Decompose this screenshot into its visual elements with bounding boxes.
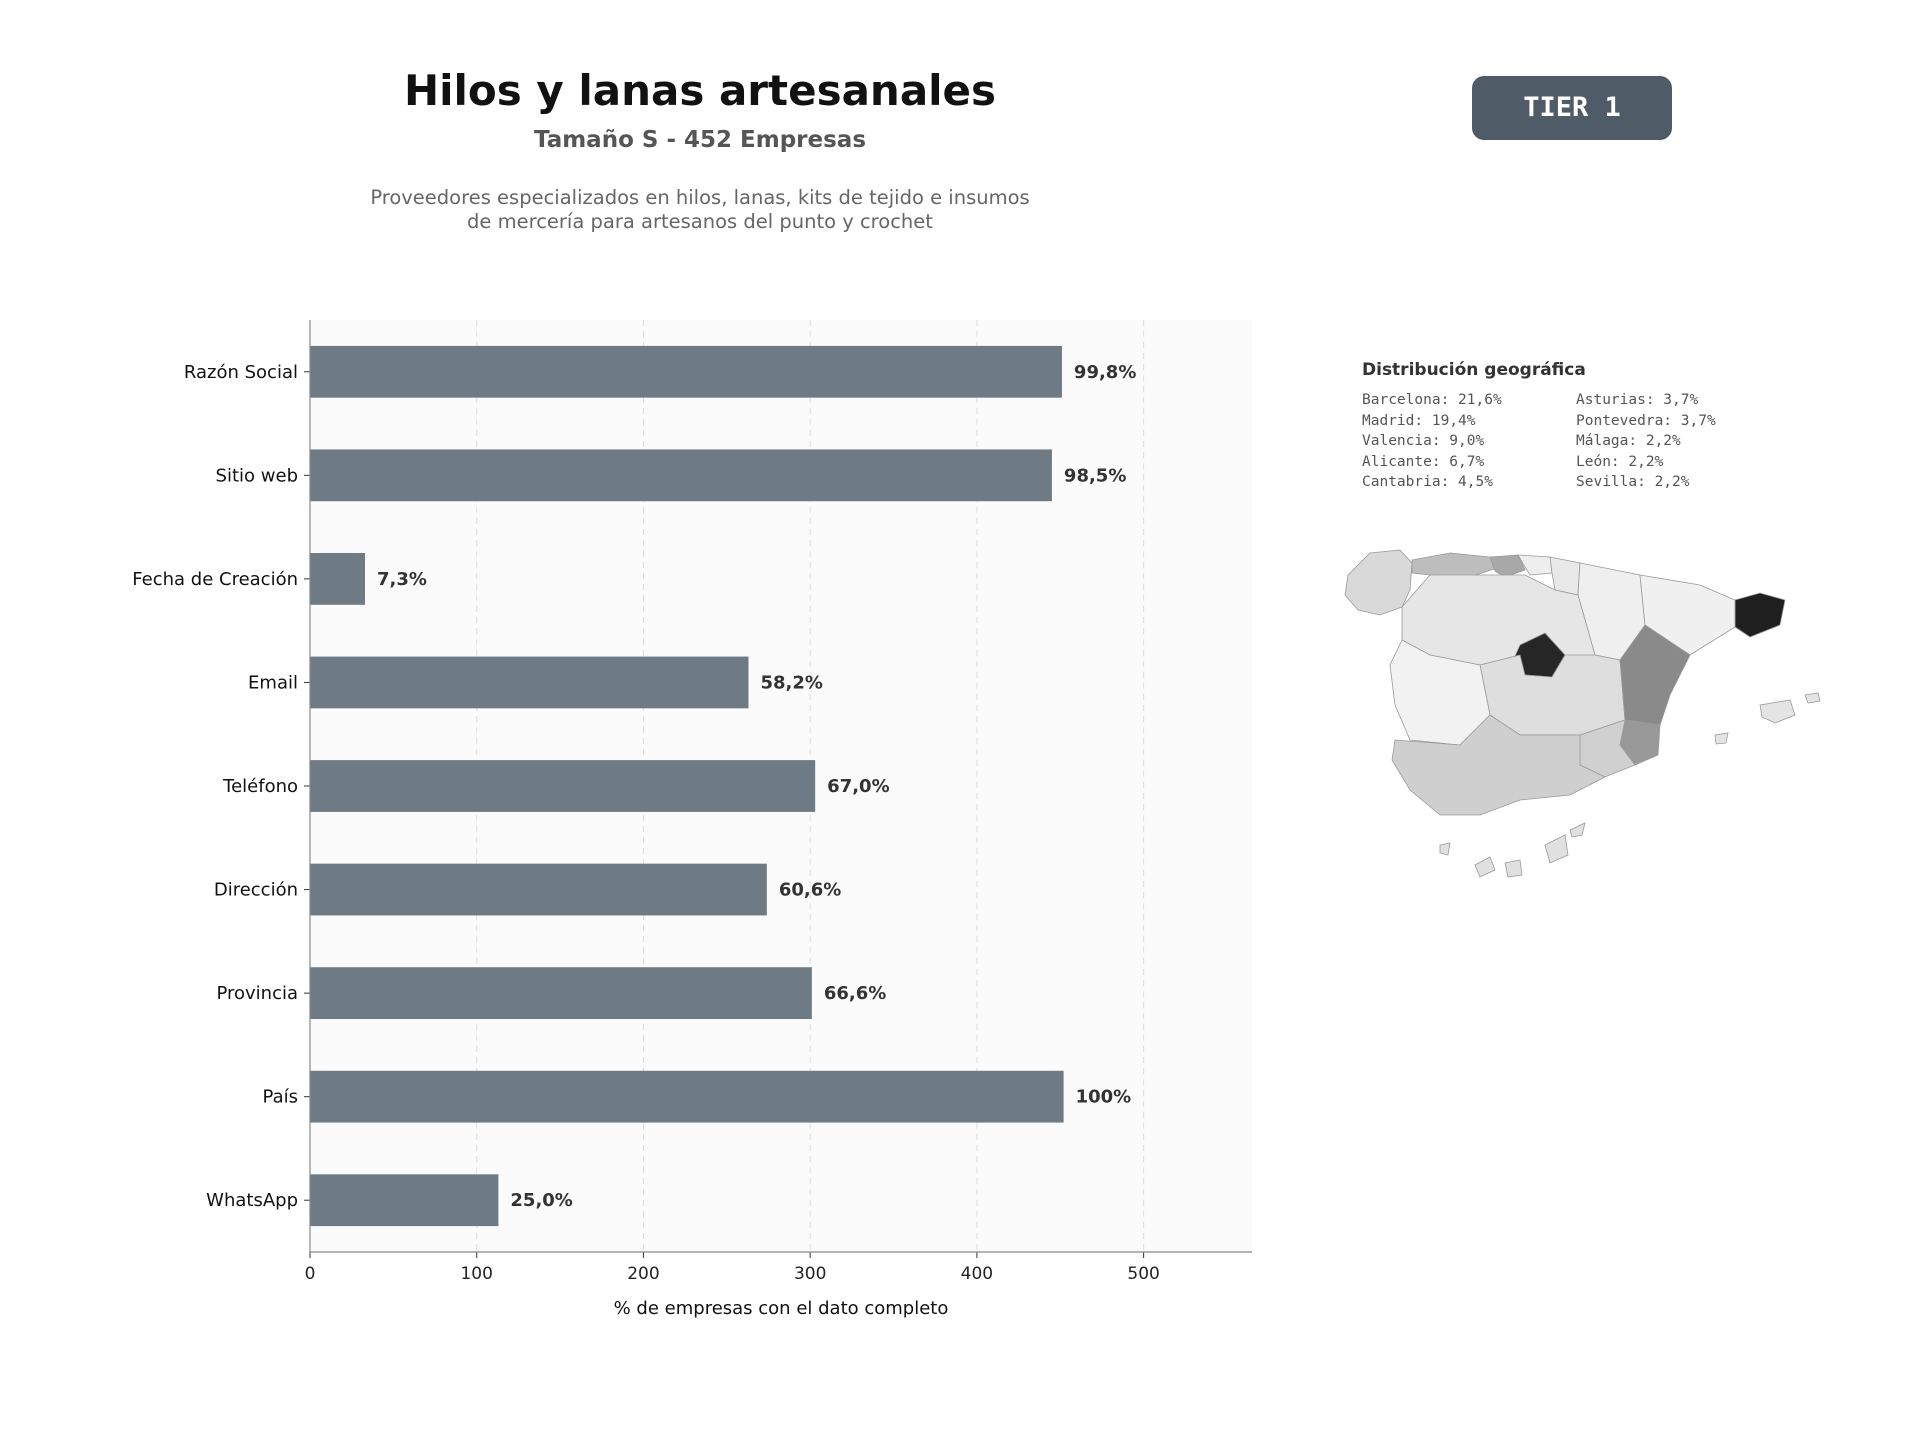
map-region-canary-3 (1504, 859, 1523, 878)
geo-entry: Málaga: 2,2% (1576, 433, 1681, 449)
data-label: 25,0% (510, 1190, 572, 1211)
map-region-asturias (1411, 552, 1501, 578)
map-region-balearic-small (1804, 692, 1821, 704)
data-label: 60,6% (779, 880, 841, 901)
geo-entry: León: 2,2% (1576, 453, 1664, 470)
x-axis-title: % de empresas con el dato completo (614, 1298, 949, 1319)
bar (310, 553, 366, 605)
geo-title: Distribución geográfica (1362, 360, 1586, 380)
geo-entry: Pontevedra: 3,7% (1576, 412, 1716, 429)
map-region-balearic (1759, 699, 1796, 724)
bar (310, 863, 767, 916)
bar (310, 1174, 499, 1227)
map-region-andalusia (1391, 714, 1606, 816)
map-region-barcelona (1734, 592, 1786, 638)
geo-entry: Alicante: 6,7% (1362, 453, 1485, 470)
geo-entry: Asturias: 3,7% (1576, 392, 1699, 408)
category-label: Sitio web (216, 465, 298, 486)
category-label: País (263, 1087, 298, 1108)
map-region-canary-2 (1474, 856, 1496, 878)
category-label: Fecha de Creación (132, 569, 298, 590)
map-region-ibiza (1714, 732, 1729, 745)
category-label: Razón Social (184, 362, 298, 383)
category-label: Provincia (216, 983, 298, 1004)
geo-list: Barcelona: 21,6% Asturias: 3,7% Madrid: … (1362, 392, 1862, 490)
page-title: Hilos y lanas artesanales (403, 66, 997, 115)
geo-entry: Madrid: 19,4% (1362, 412, 1476, 429)
geo-entry: Valencia: 9,0% (1362, 433, 1485, 449)
geo-entry: Barcelona: 21,6% (1362, 392, 1502, 408)
x-tick-label: 0 (305, 1264, 316, 1284)
map-region-navarra (1549, 556, 1581, 596)
x-tick-label: 500 (1127, 1264, 1159, 1284)
geo-entry: Sevilla: 2,2% (1576, 474, 1690, 490)
data-label: 66,6% (824, 983, 886, 1004)
x-tick-label: 100 (460, 1264, 492, 1284)
map-region-canary-4 (1544, 834, 1569, 864)
data-label: 67,0% (827, 776, 889, 797)
bar (310, 760, 816, 812)
tier-badge: TIER 1 (1472, 76, 1672, 140)
category-label: Dirección (214, 880, 298, 901)
data-label: 100% (1076, 1087, 1132, 1108)
category-label: WhatsApp (206, 1190, 298, 1211)
bar (310, 449, 1052, 502)
bar (310, 1070, 1064, 1123)
page-description: Proveedores especializados en hilos, lan… (300, 186, 1100, 234)
spain-choropleth-map (1344, 549, 1821, 878)
map-region-cantabria (1489, 554, 1526, 578)
bar (310, 656, 749, 709)
description-line: de mercería para artesanos del punto y c… (467, 210, 933, 233)
map-region-canary-1 (1439, 842, 1451, 856)
map-region-canary-5 (1569, 822, 1586, 838)
map-region-galicia (1344, 549, 1413, 616)
x-tick-label: 200 (627, 1264, 659, 1284)
map-region-basque (1517, 554, 1553, 576)
geo-distribution-panel: Distribución geográfica Barcelona: 21,6%… (1362, 360, 1862, 490)
data-label: 58,2% (760, 672, 822, 693)
geo-entry: Cantabria: 4,5% (1362, 474, 1493, 490)
category-label: Teléfono (222, 776, 298, 797)
bar (310, 345, 1062, 398)
category-label: Email (248, 672, 298, 693)
x-tick-label: 400 (961, 1264, 993, 1284)
data-label: 7,3% (377, 569, 427, 590)
data-label: 99,8% (1074, 362, 1136, 383)
description-line: Proveedores especializados en hilos, lan… (370, 186, 1030, 209)
x-tick-label: 300 (794, 1264, 826, 1284)
data-label: 98,5% (1064, 465, 1126, 486)
page-subtitle: Tamaño S - 452 Empresas (533, 127, 867, 153)
bar (310, 967, 812, 1019)
